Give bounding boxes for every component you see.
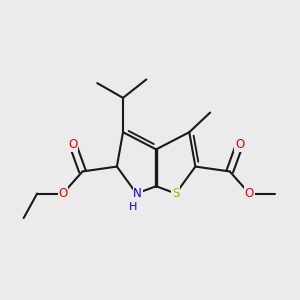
- Text: O: O: [235, 138, 244, 151]
- Text: H: H: [129, 202, 137, 212]
- Text: O: O: [245, 187, 254, 200]
- Text: O: O: [68, 138, 77, 151]
- Text: O: O: [58, 187, 68, 200]
- Text: N: N: [134, 187, 142, 200]
- Text: S: S: [172, 187, 179, 200]
